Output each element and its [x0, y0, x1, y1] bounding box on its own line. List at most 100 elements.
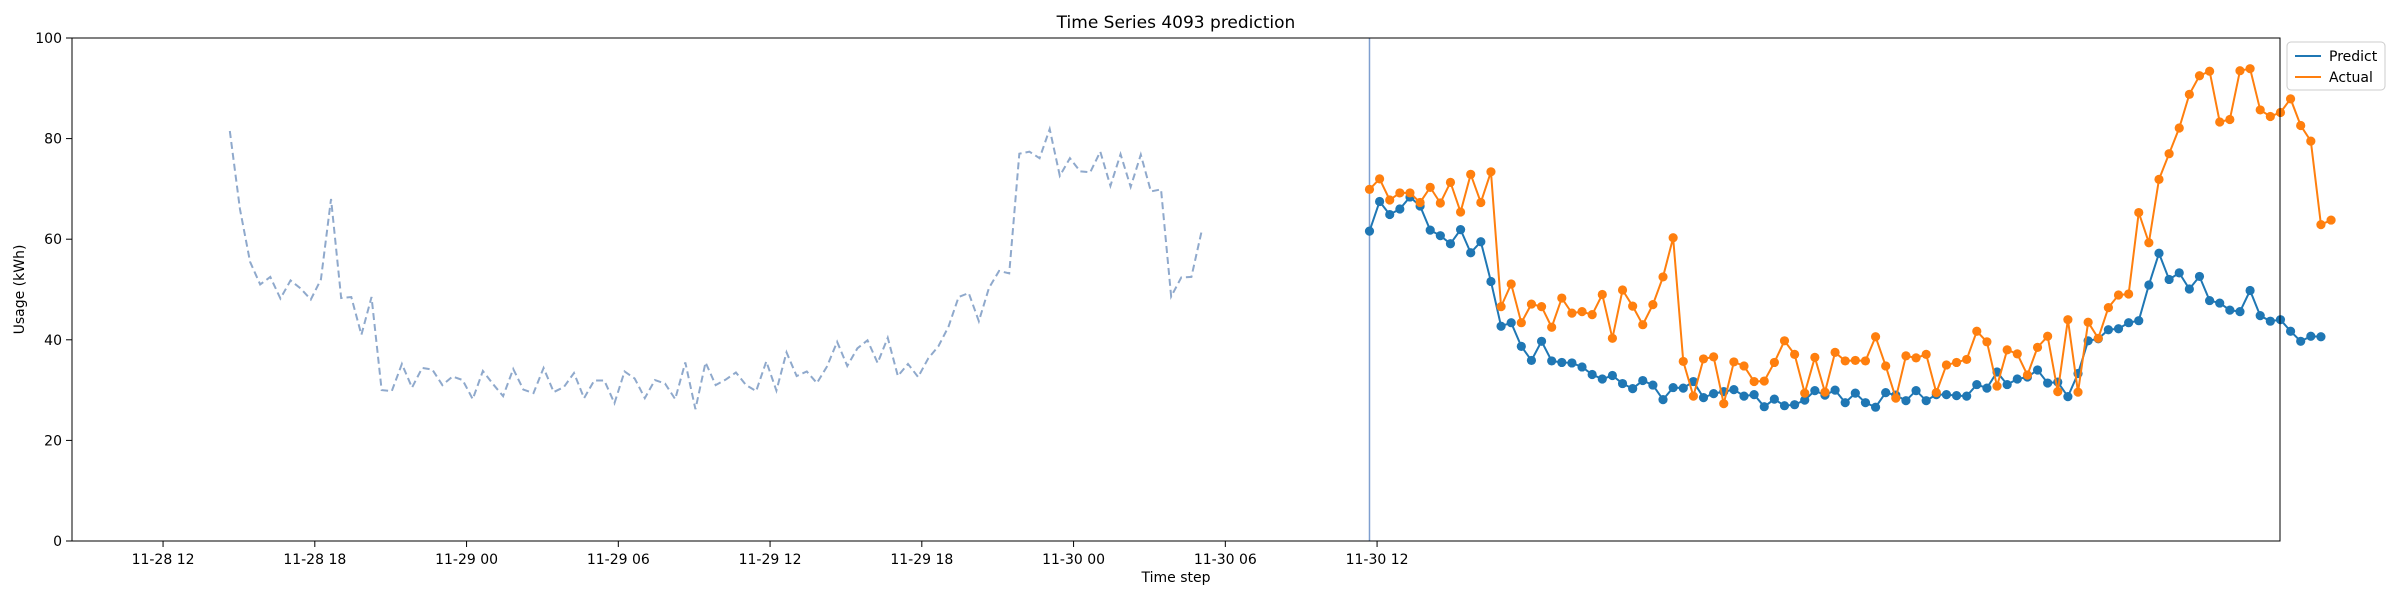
data-point-actual: [1496, 302, 1506, 312]
data-point-predict: [1455, 225, 1466, 235]
data-point-predict: [2285, 326, 2296, 336]
data-point-predict: [2154, 248, 2164, 258]
data-point-predict: [1668, 382, 1678, 393]
data-point-predict: [2063, 392, 2073, 402]
data-point-actual: [1567, 308, 1577, 318]
data-point-actual: [1941, 360, 1952, 370]
data-point-actual: [2174, 123, 2184, 133]
data-point-predict: [2113, 324, 2124, 334]
data-point-actual: [1536, 302, 1547, 312]
data-point-predict: [1506, 318, 1516, 328]
data-point-actual: [1820, 387, 1830, 397]
data-point-predict: [2174, 268, 2184, 278]
data-point-predict: [2164, 274, 2174, 285]
axes-frame: [71, 37, 2281, 542]
data-point-actual: [1850, 355, 1860, 366]
data-point-predict: [1800, 395, 1810, 405]
data-point-actual: [1476, 197, 1486, 208]
data-point-predict: [1557, 357, 1567, 368]
legend-label-actual: Actual: [2329, 70, 2373, 86]
data-point-predict: [2032, 365, 2043, 375]
data-point-predict: [1597, 374, 1607, 384]
data-point-actual: [1547, 322, 1557, 332]
plot-area: [228, 38, 2336, 541]
data-point-actual: [1779, 336, 1790, 346]
data-point-predict: [1567, 358, 1577, 368]
data-point-predict: [1577, 362, 1587, 372]
history-line: [228, 125, 1203, 410]
data-point-predict: [1628, 383, 1638, 394]
data-point-actual: [2022, 370, 2033, 380]
data-point-predict: [2194, 271, 2205, 282]
data-point-actual: [2073, 387, 2083, 397]
y-axis-label: Usage (kWh): [12, 245, 28, 335]
x-tick-label: 11-28 18: [283, 552, 346, 568]
data-point-predict: [2235, 307, 2245, 317]
data-point-actual: [1455, 207, 1466, 217]
data-point-predict: [2316, 332, 2326, 342]
data-point-predict: [1698, 393, 1709, 403]
data-point-actual: [1800, 388, 1810, 398]
data-point-predict: [1881, 388, 1891, 398]
data-point-actual: [1405, 188, 1415, 198]
data-point-predict: [1364, 226, 1375, 236]
data-point-predict: [2296, 336, 2306, 346]
x-tick-label: 11-28 12: [132, 552, 195, 568]
data-point-predict: [1739, 391, 1749, 401]
data-point-actual: [2012, 349, 2022, 359]
data-point-actual: [2306, 136, 2316, 146]
data-point-predict: [1648, 380, 1658, 390]
data-point-predict: [1769, 394, 1779, 404]
data-point-predict: [1688, 376, 1698, 387]
data-point-predict: [2043, 378, 2053, 388]
data-point-actual: [2103, 303, 2113, 313]
data-point-predict: [1445, 239, 1456, 249]
data-point-predict: [2002, 379, 2012, 390]
data-point-actual: [2113, 290, 2124, 300]
data-point-predict: [1466, 248, 1476, 258]
data-point-actual: [2154, 174, 2164, 184]
x-tick-label: 11-29 18: [890, 552, 953, 568]
data-point-predict: [1729, 384, 1739, 395]
y-tick-label: 40: [44, 333, 62, 349]
y-tick-label: 80: [44, 132, 62, 148]
data-point-actual: [1597, 289, 1607, 300]
data-point-predict: [1658, 395, 1668, 405]
data-point-predict: [1617, 378, 1628, 389]
legend: Predict Actual: [2286, 41, 2386, 91]
data-point-predict: [1709, 389, 1719, 399]
data-point-actual: [1466, 169, 1476, 179]
legend-label-predict: Predict: [2329, 49, 2378, 65]
data-point-actual: [1881, 361, 1891, 371]
data-point-predict: [1870, 402, 1881, 412]
y-tick-label: 0: [53, 534, 62, 550]
data-point-predict: [1962, 391, 1972, 401]
data-point-actual: [1911, 353, 1921, 363]
data-point-predict: [1435, 231, 1445, 241]
data-point-predict: [2103, 325, 2113, 335]
data-point-actual: [1607, 333, 1618, 343]
data-point-actual: [1638, 320, 1648, 330]
data-point-actual: [2245, 64, 2255, 74]
data-point-actual: [1415, 197, 1425, 208]
data-point-actual: [1678, 356, 1688, 367]
data-point-predict: [1972, 379, 1982, 390]
data-point-actual: [1425, 182, 1435, 192]
data-point-actual: [2032, 342, 2043, 352]
data-point-predict: [1810, 386, 1820, 396]
data-point-predict: [1759, 402, 1769, 412]
y-tick-label: 100: [35, 31, 62, 47]
data-point-predict: [1790, 400, 1800, 410]
data-point-predict: [1850, 388, 1860, 398]
data-point-predict: [1385, 209, 1395, 220]
data-point-predict: [2215, 298, 2225, 308]
data-point-predict: [2205, 295, 2215, 306]
data-point-predict: [1911, 386, 1921, 396]
data-point-predict: [1425, 225, 1435, 235]
data-point-actual: [2316, 220, 2326, 230]
data-point-actual: [2184, 89, 2194, 99]
data-point-actual: [1628, 301, 1638, 311]
data-point-actual: [1951, 357, 1962, 368]
data-point-actual: [1719, 399, 1729, 409]
x-axis-label: Time step: [1141, 570, 1211, 586]
